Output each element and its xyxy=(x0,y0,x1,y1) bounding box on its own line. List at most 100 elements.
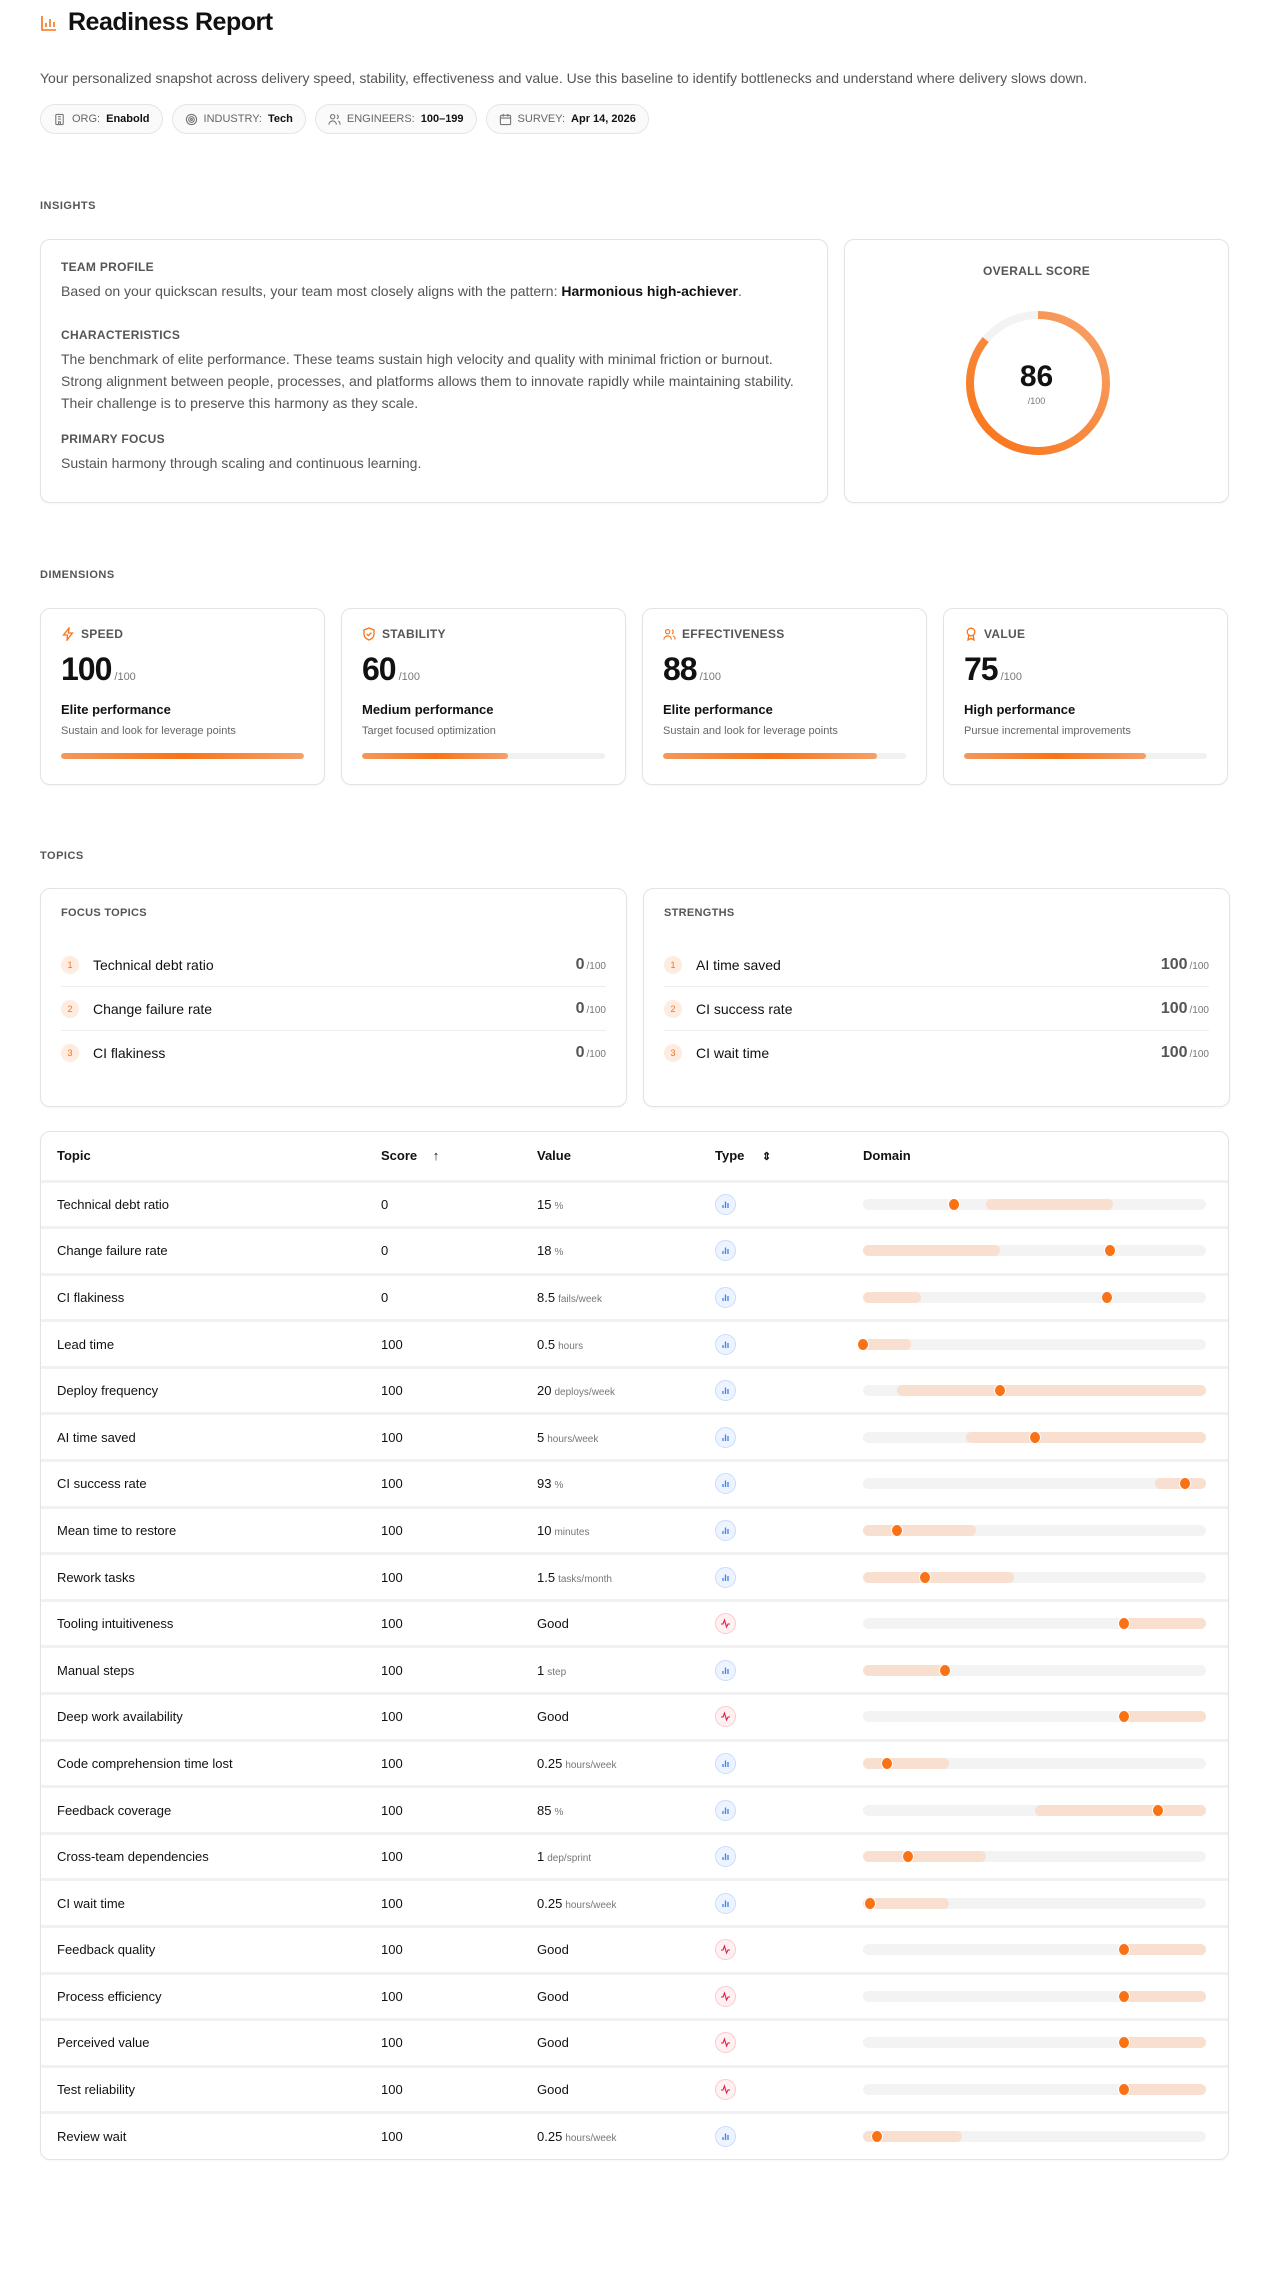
cell-score: 100 xyxy=(365,1367,521,1416)
dimension-progress-fill xyxy=(362,753,508,759)
table-row[interactable]: CI success rate 100 93% xyxy=(41,1460,1228,1509)
chip-value: 100–199 xyxy=(420,113,464,125)
strengths-topic-item[interactable]: 1 AI time saved 100/100 xyxy=(664,943,1209,987)
table-row[interactable]: Mean time to restore 100 10 minutes xyxy=(41,1507,1228,1556)
cell-value: 15% xyxy=(521,1181,699,1230)
team-profile-intro: Based on your quickscan results, your te… xyxy=(61,283,562,299)
cell-domain xyxy=(847,1879,1228,1928)
column-type-label: Type xyxy=(715,1148,745,1164)
value-number: 0.25 xyxy=(537,2129,563,2145)
chip-value: Enabold xyxy=(106,113,150,125)
dimension-level: Medium performance xyxy=(362,702,494,717)
cell-value: 0.25 hours/week xyxy=(521,1740,699,1789)
domain-range xyxy=(1123,1990,1206,2002)
cell-value: 8.5 fails/week xyxy=(521,1274,699,1323)
strengths-topic-item[interactable]: 2 CI success rate 100/100 xyxy=(664,987,1209,1031)
topic-name: Technical debt ratio xyxy=(93,956,214,973)
focus-topic-item[interactable]: 3 CI flakiness 0/100 xyxy=(61,1031,606,1075)
table-row[interactable]: Deep work availability 100 Good xyxy=(41,1693,1228,1742)
table-row[interactable]: CI wait time 100 0.25 hours/week xyxy=(41,1879,1228,1928)
column-value[interactable]: Value xyxy=(521,1132,699,1183)
sort-toggle-icon[interactable]: ⇕ xyxy=(762,1151,772,1164)
team-profile-card: TEAM PROFILE Based on your quickscan res… xyxy=(40,239,828,503)
dimension-score: 60 xyxy=(362,651,397,687)
cell-topic: Change failure rate xyxy=(41,1227,365,1276)
dimension-progress-bar xyxy=(61,753,304,759)
table-row[interactable]: Technical debt ratio 0 15% xyxy=(41,1181,1228,1230)
table-row[interactable]: Process efficiency 100 Good xyxy=(41,1973,1228,2022)
focus-topic-item[interactable]: 2 Change failure rate 0/100 xyxy=(61,987,606,1031)
rank-badge: 2 xyxy=(664,999,682,1018)
cell-score: 100 xyxy=(365,2066,521,2115)
cell-domain xyxy=(847,1460,1228,1509)
dimension-card-value: VALUE 75/100 High performance Pursue inc… xyxy=(943,608,1228,785)
overall-score-value: 86 xyxy=(1019,360,1054,393)
table-row[interactable]: Deploy frequency 100 20 deploys/week xyxy=(41,1367,1228,1416)
primary-focus-label: PRIMARY FOCUS xyxy=(61,432,165,446)
table-row[interactable]: Manual steps 100 1 step xyxy=(41,1646,1228,1696)
cell-domain xyxy=(847,1646,1228,1696)
domain-marker xyxy=(870,2130,883,2144)
cell-domain xyxy=(847,1740,1228,1789)
section-topics: TOPICS xyxy=(40,850,84,862)
domain-marker xyxy=(1117,1710,1130,1724)
cell-domain xyxy=(847,1181,1228,1230)
dimension-max: /100 xyxy=(398,671,421,683)
focus-topic-item[interactable]: 1 Technical debt ratio 0/100 xyxy=(61,943,606,987)
quantitative-chart-icon xyxy=(715,1892,736,1914)
table-row[interactable]: Perceived value 100 Good xyxy=(41,2019,1228,2068)
domain-track xyxy=(863,1850,1206,1864)
cell-topic: Perceived value xyxy=(41,2019,365,2068)
section-insights: INSIGHTS xyxy=(40,200,96,212)
column-score[interactable]: Score ↑ xyxy=(365,1132,521,1183)
topic-score: 0 xyxy=(575,999,585,1017)
rank-badge: 3 xyxy=(664,1044,682,1062)
domain-marker xyxy=(947,1197,960,1211)
cell-score: 100 xyxy=(365,1646,521,1696)
cell-score: 100 xyxy=(365,1553,521,1602)
column-topic-label: Topic xyxy=(57,1148,91,1164)
topic-score: 0 xyxy=(575,1044,585,1061)
domain-marker xyxy=(1117,2036,1130,2050)
domain-marker xyxy=(1117,1989,1130,2003)
topic-max: /100 xyxy=(1189,960,1209,972)
cell-topic: CI flakiness xyxy=(41,1274,365,1323)
cell-type xyxy=(699,2019,847,2068)
cell-type xyxy=(699,1227,847,1276)
strengths-topic-item[interactable]: 3 CI wait time 100/100 xyxy=(664,1031,1209,1075)
value-unit: % xyxy=(554,1247,564,1259)
topic-max: /100 xyxy=(1189,1004,1209,1016)
table-row[interactable]: Test reliability 100 Good xyxy=(41,2066,1228,2115)
value-unit: deploys/week xyxy=(554,1387,616,1399)
value-number: 10 xyxy=(537,1522,552,1538)
column-type[interactable]: Type ⇕ xyxy=(699,1132,847,1183)
domain-range xyxy=(863,1338,912,1350)
cell-score: 100 xyxy=(365,1693,521,1742)
pattern-name: Harmonious high-achiever xyxy=(561,283,738,299)
value-unit: dep/sprint xyxy=(547,1853,592,1865)
cell-domain xyxy=(847,1833,1228,1882)
table-row[interactable]: Rework tasks 100 1.5 tasks/month xyxy=(41,1553,1228,1602)
topic-name: CI success rate xyxy=(696,1000,793,1017)
table-row[interactable]: Feedback coverage 100 85% xyxy=(41,1786,1228,1835)
table-row[interactable]: Review wait 100 0.25 hours/week xyxy=(41,2113,1228,2160)
table-row[interactable]: Change failure rate 0 18% xyxy=(41,1227,1228,1276)
cell-score: 100 xyxy=(365,2019,521,2068)
sort-ascending-icon[interactable]: ↑ xyxy=(432,1148,440,1164)
sentiment-pulse-icon xyxy=(715,1613,736,1635)
value-unit: hours xyxy=(558,1340,584,1352)
cell-score: 100 xyxy=(365,1926,521,1975)
column-topic[interactable]: Topic xyxy=(41,1132,365,1183)
domain-track xyxy=(863,1617,1206,1631)
table-row[interactable]: Lead time 100 0.5 hours xyxy=(41,1320,1228,1369)
table-row[interactable]: Tooling intuitiveness 100 Good xyxy=(41,1600,1228,1649)
table-row[interactable]: AI time saved 100 5 hours/week xyxy=(41,1413,1228,1463)
table-row[interactable]: Code comprehension time lost 100 0.25 hou… xyxy=(41,1740,1228,1789)
table-row[interactable]: Feedback quality 100 Good xyxy=(41,1926,1228,1975)
table-row[interactable]: Cross-team dependencies 100 1 dep/sprint xyxy=(41,1833,1228,1882)
domain-marker xyxy=(901,1850,914,1864)
calendar-icon xyxy=(499,113,512,126)
table-row[interactable]: CI flakiness 0 8.5 fails/week xyxy=(41,1274,1228,1323)
domain-marker xyxy=(1117,1617,1130,1631)
domain-range xyxy=(863,2131,963,2143)
